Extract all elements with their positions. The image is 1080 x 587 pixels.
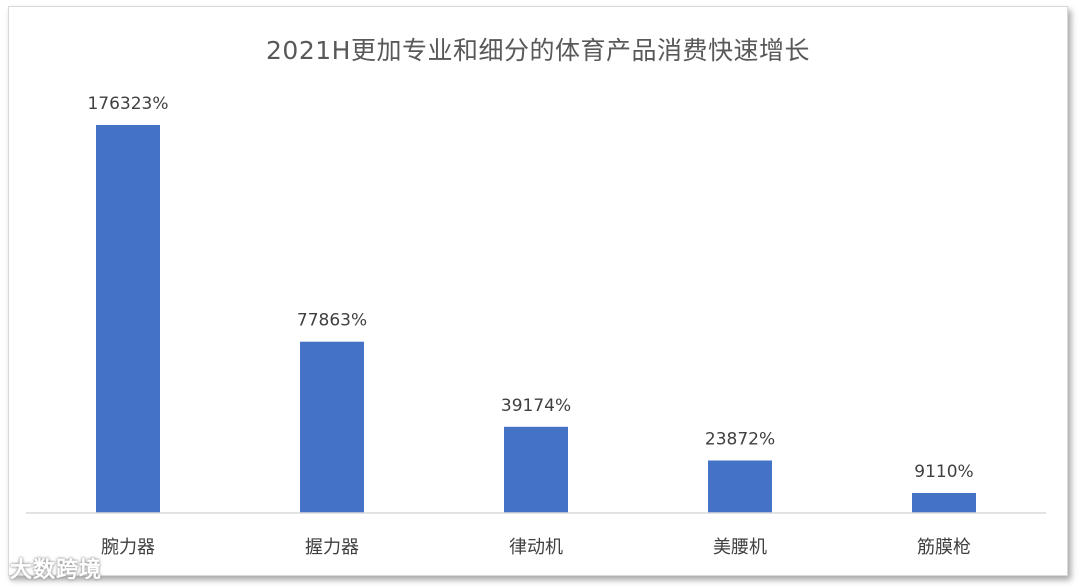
- bar-4: [708, 460, 772, 513]
- bar-5: [912, 493, 976, 513]
- data-label-1: 176323%: [87, 94, 168, 114]
- bar-3: [504, 426, 568, 513]
- category-label-5: 筋膜枪: [917, 537, 971, 558]
- watermark-logo: 大数跨境: [10, 558, 103, 583]
- category-label-1: 腕力器: [101, 537, 155, 558]
- data-label-3: 39174%: [501, 396, 571, 416]
- bars-layer: [96, 125, 976, 513]
- data-label-4: 23872%: [705, 430, 775, 450]
- category-label-3: 律动机: [509, 537, 563, 558]
- data-label-2: 77863%: [297, 311, 367, 331]
- bar-2: [300, 341, 364, 513]
- category-label-2: 握力器: [305, 537, 359, 558]
- chart-title: 2021H更加专业和细分的体育产品消费快速增长: [266, 36, 810, 65]
- category-label-4: 美腰机: [713, 537, 767, 558]
- labels-layer: 176323% 腕力器 77863% 握力器 39174% 律动机 23872% 美腰机 911…: [87, 94, 973, 558]
- data-label-5: 9110%: [914, 462, 973, 482]
- bar-1: [96, 125, 160, 513]
